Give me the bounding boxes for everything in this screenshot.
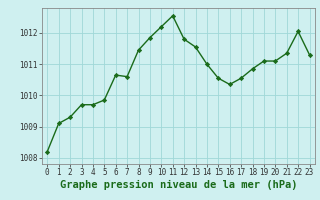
X-axis label: Graphe pression niveau de la mer (hPa): Graphe pression niveau de la mer (hPa): [60, 180, 297, 190]
